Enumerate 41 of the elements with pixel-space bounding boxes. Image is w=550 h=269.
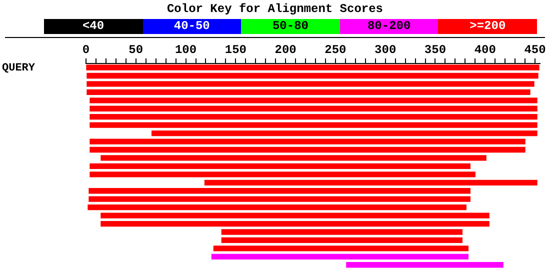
category-label: <40: [82, 19, 104, 33]
bar: [90, 163, 470, 170]
bar: [90, 146, 526, 153]
bar: [88, 204, 466, 210]
bar: [90, 98, 538, 104]
x-tick-label: 200: [274, 43, 296, 58]
category-label: 80-200: [367, 19, 411, 33]
bar: [211, 254, 468, 260]
bar: [100, 212, 490, 218]
bar: [90, 172, 476, 178]
x-tick-label: 300: [374, 43, 396, 58]
bar: [90, 138, 526, 144]
x-tick-label: 150: [224, 43, 246, 58]
bar: [100, 220, 490, 227]
bar: [88, 196, 470, 202]
x-tick-label: 400: [474, 43, 496, 58]
x-tick-label: 350: [424, 43, 446, 58]
bar: [100, 155, 486, 161]
bar: [86, 89, 530, 96]
bar: [90, 122, 538, 128]
x-tick-label: 50: [128, 43, 144, 58]
text: QUERY: [2, 62, 36, 74]
category-label: >=200: [470, 19, 506, 33]
bar: [221, 237, 462, 244]
category-label: 50-80: [272, 19, 308, 33]
bar: [346, 262, 504, 268]
text: Color Key for Alignment Scores: [166, 2, 384, 16]
bar: [90, 114, 538, 120]
bar: [204, 180, 538, 186]
bar: [86, 72, 538, 79]
x-tick-label: 100: [174, 43, 197, 58]
bar: [88, 188, 470, 194]
bar: [86, 81, 534, 87]
x-tick-label: 0: [82, 43, 90, 58]
bar: [221, 229, 462, 235]
bar: [152, 130, 538, 136]
bar: [90, 106, 538, 112]
x-tick-label: 250: [324, 43, 346, 58]
bar: [213, 246, 468, 252]
x-tick-label: 450: [524, 43, 546, 58]
category-label: 40-50: [174, 19, 210, 33]
